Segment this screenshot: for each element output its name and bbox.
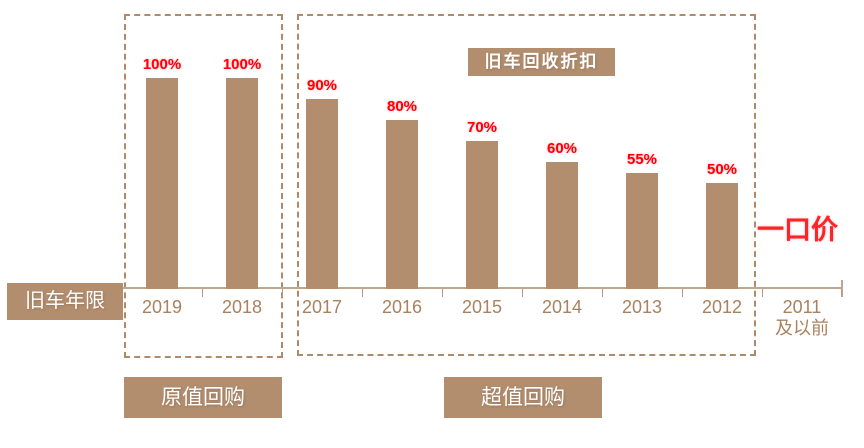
- group-label-original-buyback: 原值回购: [124, 377, 282, 418]
- x-axis-tick: [442, 289, 443, 297]
- x-axis-tick: [602, 289, 603, 297]
- bar-2012: [706, 183, 738, 289]
- bar-2014: [546, 162, 578, 289]
- x-axis-end-tick: [841, 280, 843, 297]
- x-axis-tick: [282, 289, 283, 297]
- bar-2015: [466, 141, 498, 289]
- value-label-2017: 90%: [306, 77, 338, 94]
- x-tick-label-2018: 2018: [221, 297, 263, 317]
- x-axis-tick: [362, 289, 363, 297]
- value-label-2019: 100%: [142, 56, 182, 73]
- value-label-2015: 70%: [466, 119, 498, 136]
- x-tick-label-2015: 2015: [461, 297, 503, 317]
- x-axis-tick: [762, 289, 763, 297]
- bar-2018: [226, 78, 258, 289]
- group-label-premium-buyback: 超值回购: [444, 377, 602, 418]
- value-label-2018: 100%: [222, 56, 262, 73]
- premium-value-group-box: [297, 14, 756, 356]
- value-label-2012: 50%: [706, 161, 738, 178]
- x-tick-label-2019: 2019: [141, 297, 183, 317]
- x-tick-label-2012: 2012: [701, 297, 743, 317]
- x-axis-tick: [682, 289, 683, 297]
- x-tick-label-2013: 2013: [621, 297, 663, 317]
- x-tick-label-2011: 2011 及以前: [775, 297, 829, 338]
- x-axis-tick: [202, 289, 203, 297]
- fixed-price-label: 一口价: [757, 215, 838, 245]
- bar-2013: [626, 173, 658, 289]
- x-axis-tick: [841, 289, 842, 297]
- bar-2017: [306, 99, 338, 289]
- value-label-2013: 55%: [626, 151, 658, 168]
- value-label-2016: 80%: [386, 98, 418, 115]
- x-tick-label-2016: 2016: [381, 297, 423, 317]
- chart-title: 旧车回收折扣: [468, 48, 615, 76]
- x-tick-label-2017: 2017: [301, 297, 343, 317]
- value-label-2014: 60%: [546, 140, 578, 157]
- x-axis-label: 旧车年限: [7, 283, 123, 320]
- bar-2019: [146, 78, 178, 289]
- x-axis-tick: [522, 289, 523, 297]
- original-value-group-box: [124, 14, 283, 358]
- bar-2016: [386, 120, 418, 289]
- x-tick-label-2014: 2014: [541, 297, 583, 317]
